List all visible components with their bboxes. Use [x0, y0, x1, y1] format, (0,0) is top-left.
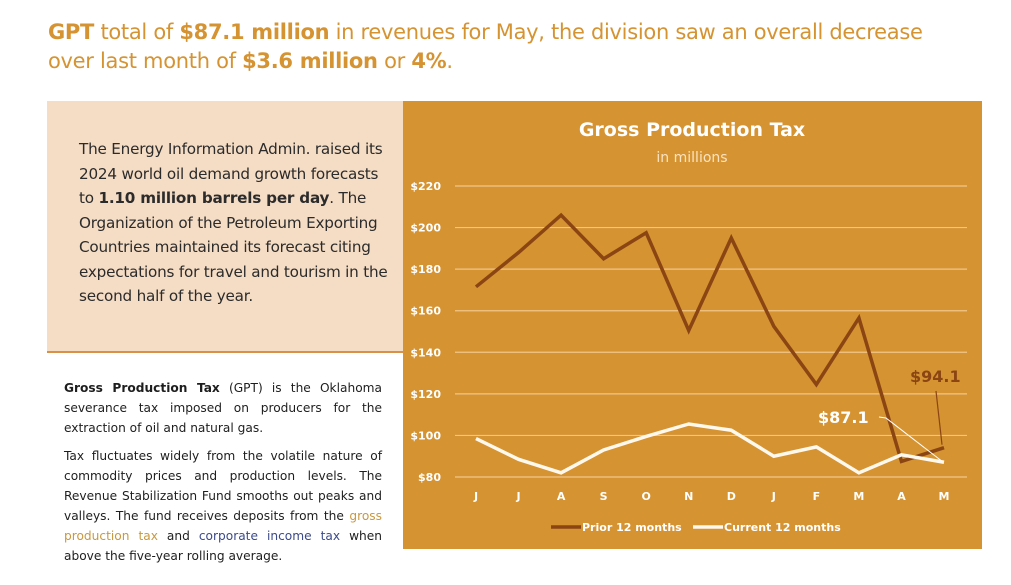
callout-part: . The Organization of the Petroleum Expo…: [79, 189, 388, 305]
gpt-info: Gross Production Tax (GPT) is the Oklaho…: [64, 378, 382, 574]
x-tick-label: J: [515, 490, 520, 503]
legend-label: Current 12 months: [724, 521, 841, 534]
info-text: when above the five-year rolling average…: [64, 529, 382, 563]
y-tick-label: $100: [410, 429, 441, 442]
series-line-prior: [474, 212, 945, 464]
x-tick-label: J: [771, 490, 776, 503]
x-tick-label: M: [939, 490, 950, 503]
x-tick-label: D: [727, 490, 736, 503]
x-tick-label: A: [897, 490, 906, 503]
info-paragraph-2: Tax fluctuates widely from the volatile …: [64, 446, 382, 566]
x-tick-label: N: [684, 490, 693, 503]
y-tick-label: $200: [410, 222, 441, 235]
x-tick-label: F: [813, 490, 821, 503]
series-line-current: [475, 422, 945, 475]
y-tick-label: $180: [410, 263, 441, 276]
callout-part: The Energy Information Admin. raised its…: [79, 140, 383, 207]
x-tick-label: M: [853, 490, 864, 503]
prior-may-label: $94.1: [910, 367, 961, 386]
headline-text: .: [446, 49, 453, 73]
legend-label: Prior 12 months: [582, 521, 682, 534]
y-tick-label: $160: [410, 305, 441, 318]
y-tick-label: $140: [410, 346, 441, 359]
chart-title: Gross Production Tax: [579, 119, 805, 141]
headline-text: or: [377, 49, 412, 73]
headline-decrease: $3.6 million: [242, 49, 378, 73]
y-tick-label: $80: [418, 471, 441, 484]
corporate-income-tax-link[interactable]: corporate income tax: [198, 529, 341, 543]
y-tick-label: $120: [410, 388, 441, 401]
callout-text: The Energy Information Admin. raised its…: [79, 137, 389, 309]
x-tick-label: S: [600, 490, 608, 503]
headline-amount: $87.1 million: [179, 20, 330, 44]
info-text: and: [157, 529, 199, 543]
info-term: Gross Production Tax: [64, 381, 220, 395]
chart-subtitle: in millions: [656, 150, 727, 166]
x-tick-label: A: [557, 490, 566, 503]
headline-text: in revenues for May, the division saw an…: [48, 20, 923, 73]
headline-text: total of: [94, 20, 180, 44]
headline: GPT total of $87.1 million in revenues f…: [48, 18, 928, 76]
info-text: (GPT) is the Oklahoma severance tax impo…: [64, 381, 382, 435]
x-tick-label: J: [473, 490, 478, 503]
prior-label-leader: [935, 390, 943, 445]
info-text: Tax fluctuates widely from the volatile …: [64, 449, 382, 523]
x-tick-label: O: [642, 490, 651, 503]
info-paragraph-1: Gross Production Tax (GPT) is the Oklaho…: [64, 378, 382, 438]
chart-panel: Gross Production Tax in millions $80 $100…: [403, 101, 982, 549]
current-may-label: $87.1: [818, 408, 869, 427]
headline-gpt: GPT: [48, 20, 95, 44]
callout-highlight: 1.10 million barrels per day: [98, 189, 330, 207]
headline-percent: 4%: [411, 49, 447, 73]
callout-box: The Energy Information Admin. raised its…: [47, 101, 403, 353]
gpt-line-chart: Gross Production Tax in millions $80 $100…: [410, 119, 967, 534]
y-tick-label: $220: [410, 180, 441, 193]
gross-production-tax-link[interactable]: gross production tax: [64, 509, 382, 543]
current-label-leader: [878, 416, 943, 462]
